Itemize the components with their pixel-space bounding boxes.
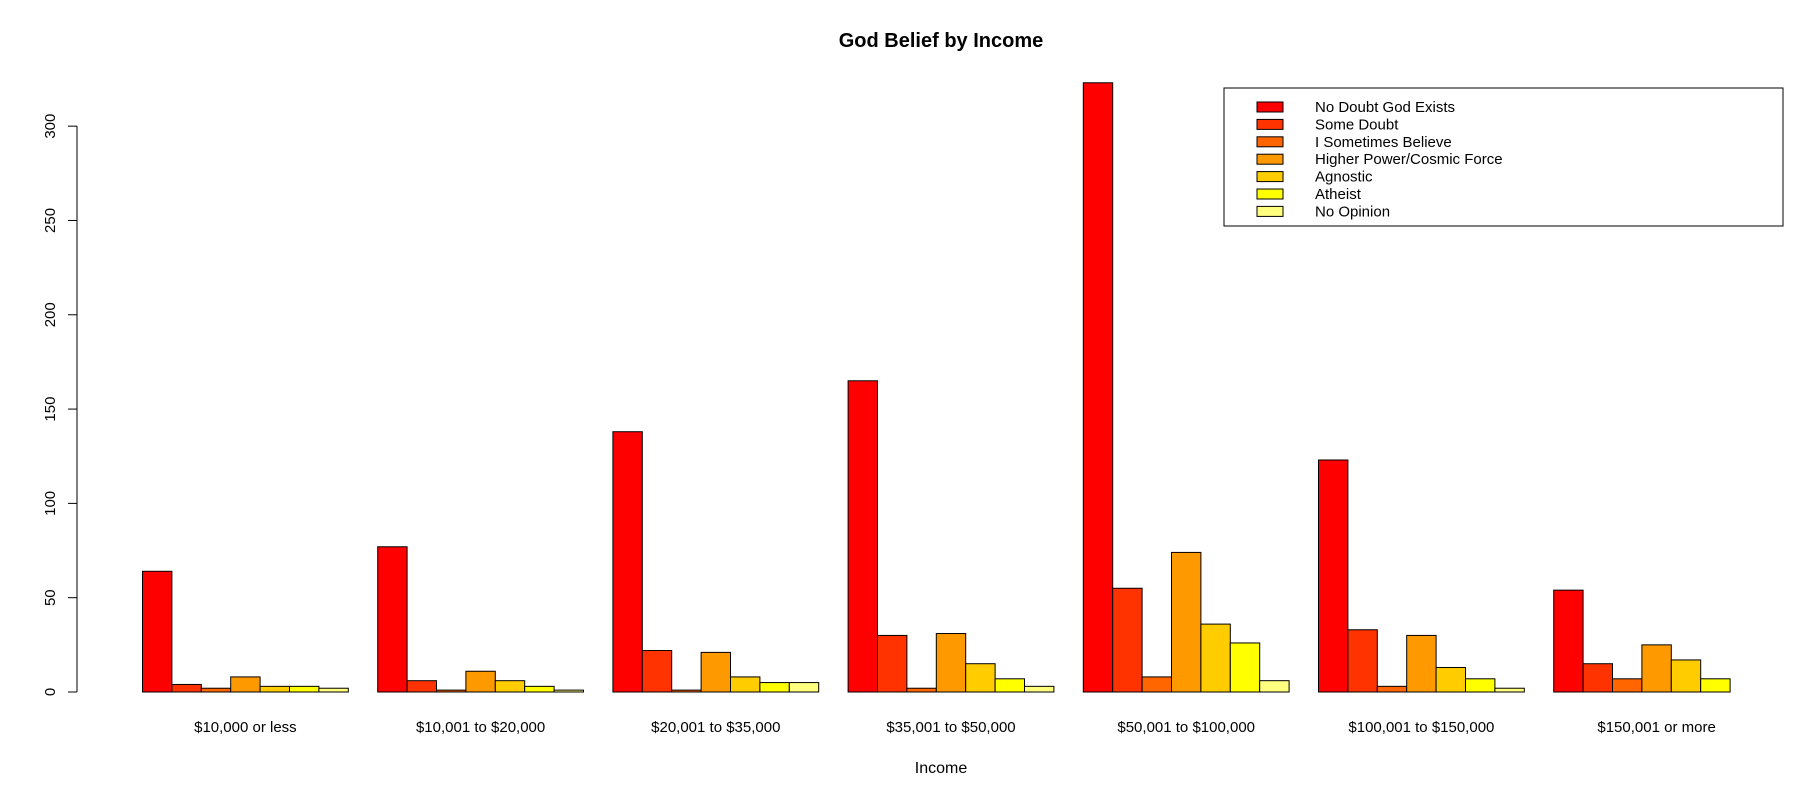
x-tick-label: $100,001 to $150,000	[1348, 719, 1494, 736]
chart-title: God Belief by Income	[839, 30, 1043, 52]
bar	[1670, 659, 1702, 693]
bar	[1200, 623, 1231, 693]
legend-swatch	[1256, 171, 1284, 183]
bar	[1465, 678, 1496, 693]
bar	[494, 680, 526, 693]
x-tick-labels: $10,000 or less $10,001 to $20,000 $20,001…	[194, 719, 1716, 736]
bar	[965, 663, 996, 693]
y-tick-label: 150	[42, 397, 59, 422]
bar	[1406, 634, 1437, 693]
bar	[1024, 685, 1055, 693]
bar	[1553, 589, 1584, 693]
bar	[1641, 644, 1672, 693]
legend-label: No Opinion	[1315, 203, 1390, 220]
bar	[200, 687, 232, 693]
x-tick-label: $35,001 to $50,000	[886, 719, 1015, 736]
legend-label: Agnostic	[1315, 169, 1373, 186]
bar	[318, 687, 349, 693]
bar	[1229, 642, 1261, 693]
legend-swatch	[1256, 188, 1284, 200]
bar	[1612, 678, 1643, 693]
y-tick-label: 100	[42, 491, 59, 516]
bar	[730, 676, 761, 693]
x-tick-label: $150,001 or more	[1597, 719, 1715, 736]
bar	[641, 650, 673, 693]
x-tick-label: $20,001 to $35,000	[651, 719, 780, 736]
legend-label: Higher Power/Cosmic Force	[1315, 151, 1503, 168]
y-tick-label: 250	[42, 208, 59, 233]
bar	[1318, 459, 1349, 693]
bar	[1376, 685, 1408, 693]
y-tick-label: 0	[42, 688, 59, 696]
bar	[1171, 551, 1202, 693]
bar	[612, 431, 643, 693]
x-tick-label: $10,001 to $20,000	[416, 719, 545, 736]
bar	[524, 685, 555, 693]
bar	[847, 380, 878, 693]
legend-swatch	[1256, 205, 1284, 217]
legend-label: Some Doubt	[1315, 116, 1399, 133]
bar	[1141, 676, 1172, 693]
bar	[935, 633, 967, 693]
bar	[994, 678, 1025, 693]
legend-label: Atheist	[1315, 186, 1362, 203]
y-tick-label: 50	[42, 589, 59, 606]
bar	[171, 683, 202, 693]
legend-label: I Sometimes Believe	[1315, 134, 1452, 151]
bars-group	[142, 82, 1731, 693]
bar	[142, 570, 173, 693]
bar	[1347, 629, 1378, 693]
bar	[377, 546, 408, 693]
legend-label: No Doubt God Exists	[1315, 99, 1455, 116]
y-tick-label: 200	[42, 302, 59, 327]
bar	[553, 689, 584, 693]
legend-box	[1223, 87, 1784, 227]
bar	[1259, 680, 1290, 693]
x-tick-label: $50,001 to $100,000	[1117, 719, 1255, 736]
bar	[259, 685, 291, 693]
bar	[230, 676, 261, 693]
bar	[671, 689, 702, 693]
bar	[1112, 587, 1143, 693]
bar	[289, 685, 320, 693]
legend-swatch	[1256, 101, 1284, 113]
bar	[1494, 687, 1525, 693]
x-tick-label: $10,000 or less	[194, 719, 297, 736]
bar	[877, 634, 908, 693]
bar	[1435, 666, 1466, 693]
bar	[465, 670, 496, 693]
legend-swatch	[1256, 118, 1284, 130]
bar	[906, 687, 937, 693]
y-tick-label: 300	[42, 114, 59, 139]
legend-swatch	[1256, 153, 1284, 165]
bar	[1582, 663, 1613, 693]
bar	[1700, 678, 1731, 693]
x-axis-label: Income	[915, 760, 968, 777]
bar	[759, 682, 790, 693]
bar	[1082, 82, 1114, 693]
bar	[406, 680, 438, 693]
legend-swatch	[1256, 136, 1284, 148]
bar	[436, 689, 467, 693]
bar	[788, 682, 820, 693]
bar	[700, 651, 731, 693]
y-axis: 0 50 100 150 200 250 300	[42, 114, 78, 696]
